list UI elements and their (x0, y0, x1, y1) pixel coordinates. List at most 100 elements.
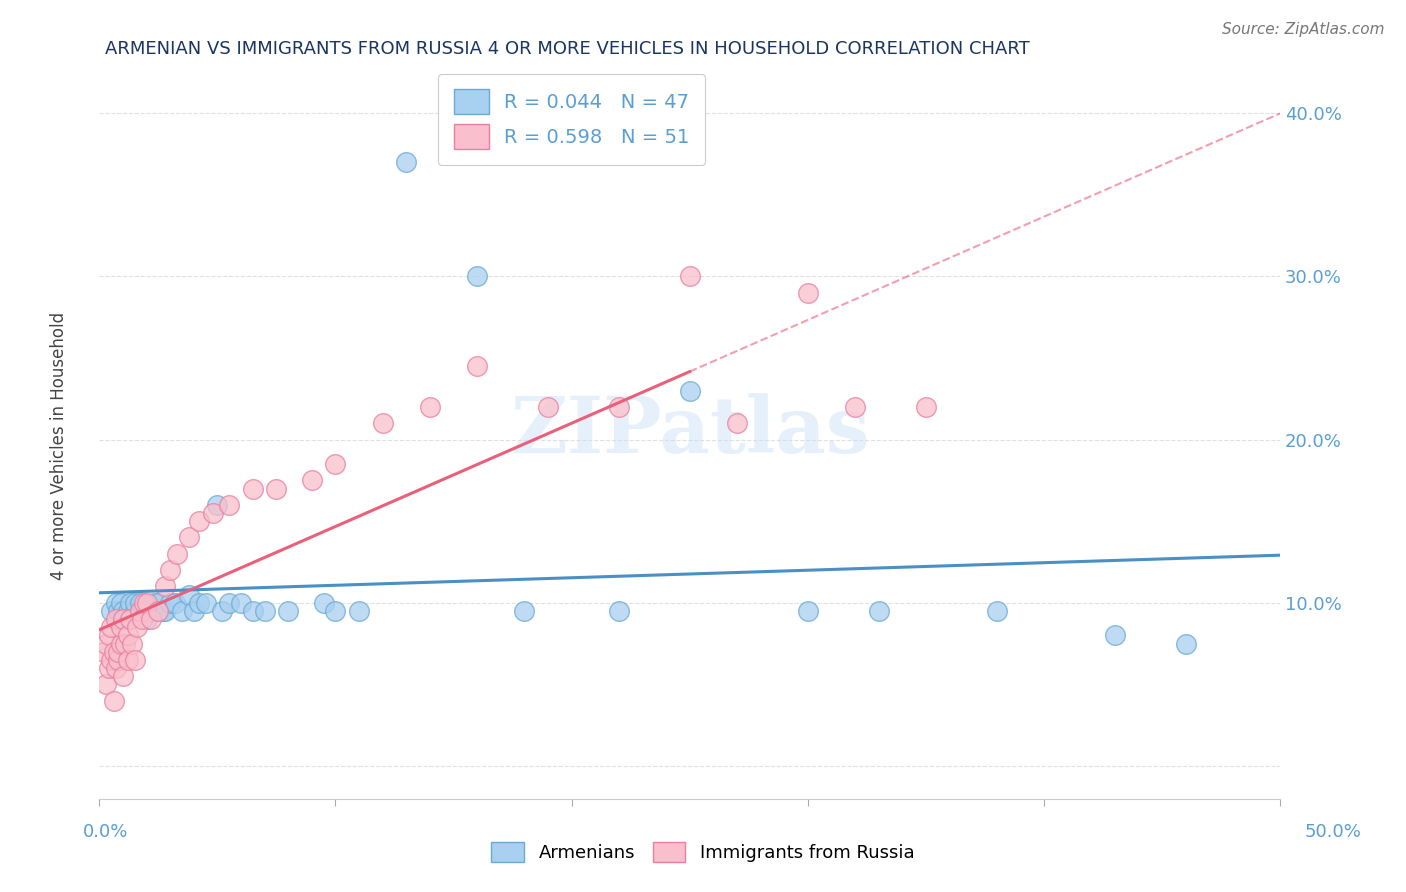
Point (229, 596, 252, 610)
Point (96, 637, 118, 651)
Point (347, 604, 370, 618)
Point (537, 400, 560, 414)
Point (111, 612, 134, 626)
Point (371, 416, 394, 430)
Point (110, 620, 132, 634)
Point (607, 604, 630, 618)
Point (103, 645, 125, 659)
Point (201, 506, 224, 520)
Legend: R = 0.044   N = 47, R = 0.598   N = 51: R = 0.044 N = 47, R = 0.598 N = 51 (439, 74, 706, 165)
Point (100, 620, 122, 634)
Point (152, 604, 174, 618)
Point (325, 457, 347, 471)
Point (135, 604, 157, 618)
Point (177, 531, 200, 545)
Point (107, 653, 129, 667)
Point (97, 628, 120, 642)
Point (177, 588, 200, 602)
Point (103, 694, 125, 708)
Point (124, 596, 146, 610)
Point (242, 482, 264, 496)
Text: 50.0%: 50.0% (1305, 822, 1361, 840)
Point (218, 498, 240, 512)
Point (194, 596, 217, 610)
Point (117, 628, 139, 642)
Text: Source: ZipAtlas.com: Source: ZipAtlas.com (1222, 22, 1385, 37)
Point (301, 474, 323, 488)
Point (325, 604, 347, 618)
Point (242, 604, 264, 618)
Point (111, 669, 134, 683)
Point (465, 269, 488, 284)
Point (797, 604, 820, 618)
Point (128, 596, 150, 610)
Point (97, 661, 120, 675)
Point (868, 604, 890, 618)
Point (187, 596, 209, 610)
Point (142, 596, 165, 610)
Point (93, 645, 115, 659)
Point (1104, 628, 1126, 642)
Text: 0.0%: 0.0% (83, 822, 128, 840)
Point (166, 547, 188, 561)
Point (163, 596, 186, 610)
Point (155, 604, 177, 618)
Point (110, 637, 132, 651)
Point (207, 498, 229, 512)
Point (395, 155, 418, 169)
Point (131, 612, 153, 626)
Text: ARMENIAN VS IMMIGRANTS FROM RUSSIA 4 OR MORE VEHICLES IN HOUSEHOLD CORRELATION C: ARMENIAN VS IMMIGRANTS FROM RUSSIA 4 OR … (105, 40, 1031, 58)
Point (155, 579, 177, 593)
Point (114, 637, 136, 651)
Point (844, 400, 866, 414)
Point (141, 604, 163, 618)
Text: ZIPatlas: ZIPatlas (510, 393, 869, 469)
Point (111, 612, 134, 626)
Point (107, 645, 129, 659)
Point (104, 596, 127, 610)
Point (104, 661, 127, 675)
Point (127, 620, 149, 634)
Point (128, 604, 150, 618)
Point (513, 604, 536, 618)
Point (100, 604, 122, 618)
Point (312, 596, 335, 610)
Point (914, 400, 936, 414)
Point (131, 604, 153, 618)
Point (211, 604, 233, 618)
Point (111, 604, 134, 618)
Point (419, 400, 441, 414)
Legend: Armenians, Immigrants from Russia: Armenians, Immigrants from Russia (484, 834, 922, 870)
Point (124, 653, 146, 667)
Point (797, 285, 820, 300)
Point (96, 677, 118, 691)
Point (120, 612, 142, 626)
Point (117, 604, 139, 618)
Point (159, 596, 181, 610)
Point (266, 482, 288, 496)
Point (148, 604, 170, 618)
Point (148, 596, 170, 610)
Point (277, 604, 299, 618)
Point (218, 596, 240, 610)
Point (135, 596, 157, 610)
Point (117, 653, 139, 667)
Point (725, 416, 748, 430)
Point (607, 400, 630, 414)
Point (104, 612, 127, 626)
Point (159, 563, 181, 577)
Point (110, 596, 132, 610)
Point (107, 604, 129, 618)
Point (253, 604, 276, 618)
Point (148, 604, 170, 618)
Point (120, 596, 142, 610)
Point (183, 604, 205, 618)
Point (134, 596, 156, 610)
Point (121, 637, 143, 651)
Point (1174, 637, 1197, 651)
Point (141, 612, 163, 626)
Point (170, 604, 193, 618)
Point (124, 604, 146, 618)
Point (679, 384, 702, 398)
Point (679, 269, 702, 284)
